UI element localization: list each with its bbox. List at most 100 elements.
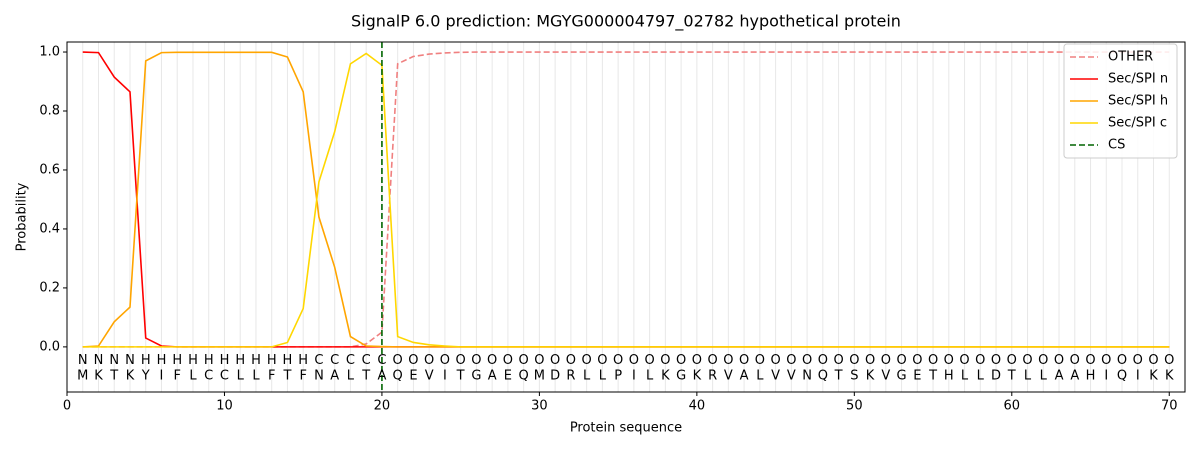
series-line xyxy=(82,51,1170,348)
residue: E xyxy=(504,368,512,383)
residue-class: O xyxy=(503,353,513,368)
residue-class: O xyxy=(944,353,954,368)
residue: L xyxy=(646,368,654,383)
residue-class: O xyxy=(975,353,985,368)
residue-class: N xyxy=(94,353,104,368)
residue: V xyxy=(787,368,796,383)
residue: L xyxy=(189,368,197,383)
series-line xyxy=(82,52,1170,348)
y-tick-label: 0.2 xyxy=(39,280,60,295)
residue-class: O xyxy=(1148,353,1158,368)
y-axis-title: Probability xyxy=(15,182,30,251)
residue: R xyxy=(566,368,575,383)
residue-class: H xyxy=(204,353,214,368)
residue-class: O xyxy=(1007,353,1017,368)
residue: E xyxy=(913,368,921,383)
residue-class: O xyxy=(566,353,576,368)
residue: I xyxy=(632,368,636,383)
x-tick-label: 70 xyxy=(1161,399,1178,414)
residue-class: H xyxy=(235,353,245,368)
residue: M xyxy=(534,368,545,383)
residue-class: H xyxy=(172,353,182,368)
residue: K xyxy=(866,368,875,383)
residue-class: H xyxy=(188,353,198,368)
residue: L xyxy=(252,368,260,383)
residue: Q xyxy=(818,368,828,383)
residue-class: H xyxy=(220,353,230,368)
residue-class: C xyxy=(346,353,355,368)
residue-class: O xyxy=(519,353,529,368)
y-tick-label: 0.8 xyxy=(39,103,60,118)
residue-class: O xyxy=(1133,353,1143,368)
residue: K xyxy=(693,368,702,383)
residue-class: O xyxy=(755,353,765,368)
residue-class: O xyxy=(786,353,796,368)
residue: Y xyxy=(141,368,150,383)
residue-class: O xyxy=(833,353,843,368)
residue-class: N xyxy=(125,353,135,368)
legend-box xyxy=(1063,43,1178,159)
residue: K xyxy=(94,368,103,383)
residue-class: N xyxy=(109,353,119,368)
residue: L xyxy=(756,368,764,383)
y-tick-label: 0.4 xyxy=(39,221,60,236)
residue: E xyxy=(409,368,417,383)
residue: I xyxy=(1104,368,1108,383)
residue-class: H xyxy=(298,353,308,368)
residue-class: O xyxy=(723,353,733,368)
residue: G xyxy=(471,368,481,383)
residue-class: O xyxy=(928,353,938,368)
y-tick-label: 1.0 xyxy=(39,45,60,60)
residue-class: H xyxy=(283,353,293,368)
residue: A xyxy=(1055,368,1064,383)
residue: D xyxy=(991,368,1001,383)
series-line xyxy=(82,51,1170,348)
residue: V xyxy=(425,368,434,383)
residue: L xyxy=(1024,368,1032,383)
residue-class: O xyxy=(676,353,686,368)
residue-class: O xyxy=(849,353,859,368)
x-tick-label: 50 xyxy=(846,399,863,414)
legend-label: Sec/SPI c xyxy=(1108,116,1167,131)
residue-class: O xyxy=(456,353,466,368)
residue: I xyxy=(443,368,447,383)
residue-class: O xyxy=(739,353,749,368)
residue: V xyxy=(771,368,780,383)
residue-class: O xyxy=(959,353,969,368)
residue-class: O xyxy=(1022,353,1032,368)
residue-class: O xyxy=(629,353,639,368)
residue: K xyxy=(661,368,670,383)
residue: V xyxy=(724,368,733,383)
residue: H xyxy=(944,368,954,383)
residue: K xyxy=(1149,368,1158,383)
residue-class: H xyxy=(141,353,151,368)
residue: N xyxy=(802,368,812,383)
residue: K xyxy=(126,368,135,383)
residue: S xyxy=(850,368,858,383)
residue-class: O xyxy=(881,353,891,368)
residue: C xyxy=(220,368,229,383)
x-tick-label: 30 xyxy=(531,399,548,414)
residue-class: O xyxy=(1070,353,1080,368)
residue: G xyxy=(676,368,686,383)
residue-class: O xyxy=(1164,353,1174,368)
x-axis-title: Protein sequence xyxy=(570,421,682,436)
residue: A xyxy=(330,368,339,383)
series-line xyxy=(82,51,1170,348)
residue-class: O xyxy=(645,353,655,368)
residue: D xyxy=(550,368,560,383)
residue: L xyxy=(1040,368,1048,383)
residue: H xyxy=(1086,368,1096,383)
residue-class: O xyxy=(487,353,497,368)
residue: I xyxy=(160,368,164,383)
residue: F xyxy=(299,368,306,383)
residue: V xyxy=(881,368,890,383)
residue: A xyxy=(740,368,749,383)
residue-class: O xyxy=(393,353,403,368)
x-tick-label: 0 xyxy=(63,399,71,414)
y-tick-label: 0.0 xyxy=(39,339,60,354)
residue-class: O xyxy=(770,353,780,368)
residue: Q xyxy=(393,368,403,383)
residue-class: H xyxy=(157,353,167,368)
